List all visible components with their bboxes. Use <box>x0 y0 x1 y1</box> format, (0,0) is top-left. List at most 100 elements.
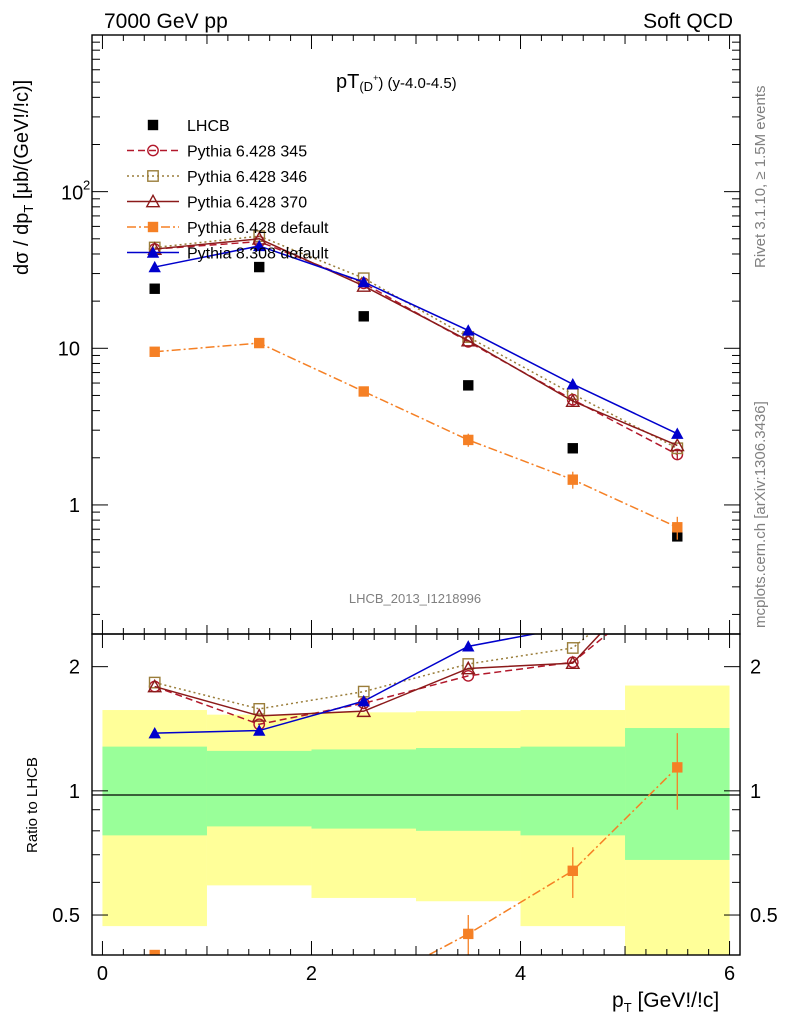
data-point <box>148 260 161 273</box>
legend-item-5: Pythia 8.308 default <box>127 246 329 263</box>
data-point <box>462 324 475 336</box>
ratio-frame <box>91 633 741 956</box>
xlabel-sub: T <box>624 1000 632 1015</box>
header-left: 7000 GeV pp <box>104 10 228 33</box>
ylabel-sub: T <box>21 205 36 213</box>
y-tick-label-10: 10 <box>58 338 80 360</box>
analysis-id: LHCB_2013_I1218996 <box>349 591 481 606</box>
y-tick-label-100-exponent: 2 <box>83 178 90 193</box>
uncertainty-band-inner <box>520 746 626 836</box>
ylabel-tail: [μb/(GeV!/!c)] <box>11 80 33 205</box>
title-sub: (D <box>359 79 373 94</box>
legend: LHCB Pythia 6.428 345 Pythia 6.428 346 Pyth… <box>127 118 329 263</box>
ratio-point <box>356 703 372 718</box>
data-point <box>149 283 160 294</box>
ratio-point <box>147 678 163 693</box>
data-point <box>358 386 369 397</box>
x-tick-label: 4 <box>515 963 526 985</box>
series-line <box>154 240 678 456</box>
ratio-point <box>566 642 579 654</box>
ratio-line <box>154 766 678 955</box>
y-axis-label: dσ / dpT [μb/(GeV!/!c)] <box>11 80 36 275</box>
data-point <box>463 434 474 446</box>
ratio-point <box>462 640 475 652</box>
x-tick-label: 2 <box>306 963 317 985</box>
x-axis-label: pT [GeV!/!c] <box>612 989 719 1015</box>
legend-item-2: Pythia 6.428 346 <box>127 169 307 186</box>
title-sup: + <box>373 73 378 83</box>
series-line <box>154 342 678 528</box>
ratio-point <box>671 545 683 556</box>
title-main: pT <box>336 71 359 93</box>
y-tick-label-1: 1 <box>69 495 80 517</box>
data-point <box>358 311 369 322</box>
uncertainty-band-inner <box>311 749 416 829</box>
legend-marker <box>147 119 159 131</box>
header-right: Soft QCD <box>643 10 733 33</box>
ratio-point <box>148 676 161 689</box>
data-point <box>672 522 683 533</box>
legend-label: LHCB <box>187 118 230 135</box>
series-4 <box>149 337 683 540</box>
ratio-point <box>460 660 476 675</box>
ratio-line <box>154 634 609 726</box>
legend-marker <box>147 221 159 233</box>
ratio-point <box>253 702 266 715</box>
ratio-series-3 <box>147 545 683 722</box>
ratio-point <box>463 928 474 940</box>
ratio-point <box>149 949 160 955</box>
ratio-point <box>357 694 370 707</box>
legend-marker <box>145 193 161 208</box>
legend-marker <box>146 246 160 258</box>
data-point <box>566 377 579 390</box>
x-tick-label: 6 <box>724 963 735 985</box>
plot-title: pT(D+) (y-4.0-4.5) <box>336 71 457 94</box>
legend-label: Pythia 6.428 370 <box>187 195 307 212</box>
series-2 <box>148 230 684 455</box>
y-tick-label-100: 10 <box>61 183 83 205</box>
xlabel-tail: [GeV!/!c] <box>632 989 720 1012</box>
legend-label: Pythia 6.428 345 <box>187 144 307 161</box>
legend-item-1: Pythia 6.428 345 <box>127 144 307 161</box>
ratio-y-tick-label: 2 <box>69 657 80 679</box>
data-point <box>671 427 684 439</box>
ratio-point <box>567 620 579 631</box>
ratio-line <box>154 634 538 734</box>
series-3 <box>147 231 685 452</box>
ratio-y-tick-label-right: 0.5 <box>750 905 778 927</box>
data-point <box>669 437 685 452</box>
ratio-point <box>672 572 682 582</box>
data-point <box>254 337 265 349</box>
ratio-point <box>359 984 369 994</box>
ratio-point <box>251 708 267 722</box>
xlabel-main: p <box>612 989 624 1012</box>
uncertainty-band-inner <box>416 748 521 831</box>
ratio-y-tick-label-right: 2 <box>750 657 761 679</box>
ratio-point <box>462 669 475 682</box>
title-tail: ) (y-4.0-4.5) <box>378 75 456 92</box>
legend-label: Pythia 6.428 default <box>187 220 329 237</box>
uncertainty-band-inner <box>102 746 207 836</box>
data-point <box>567 474 578 485</box>
data-point <box>463 380 474 391</box>
ratio-y-tick-label: 1 <box>69 781 80 803</box>
ratio-point <box>672 762 683 773</box>
legend-label: Pythia 6.428 346 <box>187 169 307 186</box>
series-1 <box>148 235 684 461</box>
ratio-point <box>254 984 264 994</box>
uncertainty-band-inner <box>206 750 312 827</box>
legend-item-4: Pythia 6.428 default <box>127 220 329 237</box>
x-tick-label: 0 <box>97 963 108 985</box>
ratio-line <box>154 634 602 717</box>
data-point <box>357 275 370 288</box>
ylabel-main: dσ / dp <box>11 213 33 275</box>
series-line <box>154 245 678 435</box>
series-0 <box>149 261 683 542</box>
mcplots-label: mcplots.cern.ch [arXiv:1306.3436] <box>752 401 769 628</box>
ratio-y-tick-label: 0.5 <box>52 905 80 927</box>
ratio-y-axis-label: Ratio to LHCB <box>24 757 41 853</box>
legend-marker <box>147 170 159 182</box>
data-point <box>567 443 578 454</box>
